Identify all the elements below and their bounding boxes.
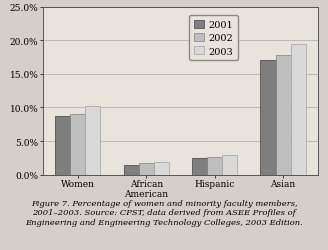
Bar	[70, 115, 85, 175]
Bar	[276, 56, 291, 175]
Bar	[291, 44, 306, 175]
Bar	[154, 162, 169, 175]
Bar	[222, 155, 237, 175]
Bar	[207, 157, 222, 175]
Bar	[192, 158, 207, 175]
Bar	[85, 107, 100, 175]
Legend: 2001, 2002, 2003: 2001, 2002, 2003	[190, 16, 237, 61]
Bar	[139, 164, 154, 175]
Text: Figure 7. Percentage of women and minority faculty members,
2001–2003. Source: C: Figure 7. Percentage of women and minori…	[25, 199, 303, 226]
Bar	[55, 116, 70, 175]
Bar	[260, 61, 276, 175]
Bar	[124, 165, 139, 175]
